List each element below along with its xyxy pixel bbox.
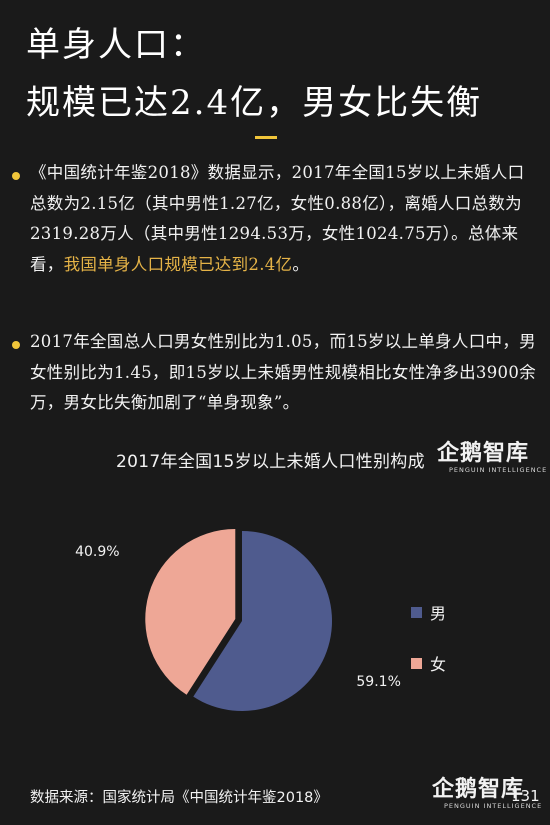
logo-subtitle: PENGUIN INTELLIGENCE [449,466,548,474]
paragraph-1-highlight: 我国单身人口规模已达到2.4亿 [63,254,293,274]
page-title: 单身人口： 规模已达2.4亿，男女比失衡 [26,16,482,132]
pie-slice-male [193,531,332,711]
title-underline [255,136,277,139]
title-line-1: 单身人口： [26,25,206,65]
pie-label-female: 40.9% [75,544,119,560]
bullet-dot-2 [12,341,20,349]
logo-bottom: 企鹅智库 PENGUIN INTELLIGENCE [432,776,542,810]
paragraph-1: 《中国统计年鉴2018》数据显示，2017年全国15岁以上未婚人口总数为2.15… [30,158,540,280]
legend-item-male: 男 [411,600,446,624]
pie-label-male: 59.1% [356,674,400,690]
footer-source: 数据来源：国家统计局《中国统计年鉴2018》 [30,790,328,806]
legend-item-female: 女 [411,651,446,675]
chart-title: 2017年全国15岁以上未婚人口性别构成 [116,452,425,472]
paragraph-2: 2017年全国总人口男女性别比为1.05，而15岁以上单身人口中，男女性别比为1… [30,327,540,419]
page-number: 131 [511,787,540,805]
legend-label-male: 男 [430,604,447,623]
legend-label-female: 女 [430,655,447,674]
logo-top: 企鹅智库 PENGUIN INTELLIGENCE [437,440,547,474]
logo-name-bottom: 企鹅智库 [432,776,525,802]
legend-swatch-male [411,606,422,618]
paragraph-1-tail: 。 [292,254,310,274]
logo-subtitle-bottom: PENGUIN INTELLIGENCE [444,802,543,810]
pie-chart: 59.1% 40.9% [75,529,401,711]
pie-slice-female [145,529,236,695]
title-line-2: 规模已达2.4亿，男女比失衡 [26,83,483,123]
logo-name: 企鹅智库 [437,440,530,466]
paragraph-1-text: 《中国统计年鉴2018》数据显示，2017年全国15岁以上未婚人口总数为2.15… [30,163,525,274]
paragraph-2-text: 2017年全国总人口男女性别比为1.05，而15岁以上单身人口中，男女性别比为1… [30,332,536,412]
bullet-dot-1 [12,172,20,180]
legend-swatch-female [411,657,422,669]
